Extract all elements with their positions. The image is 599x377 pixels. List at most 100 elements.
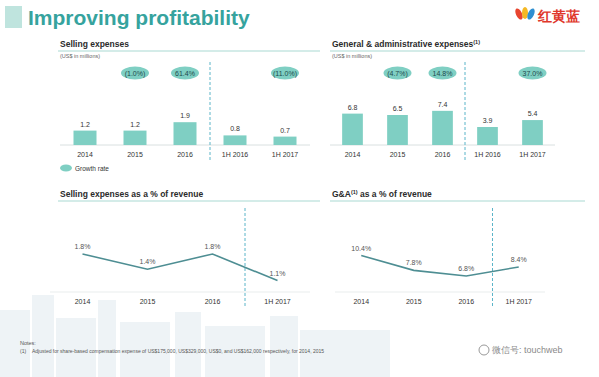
line [83,254,278,281]
bar [387,115,408,145]
header: Improving profitability 红黄蓝 [5,6,580,29]
plot-marks [83,254,278,281]
chart-title: General & administrative expenses(1) [332,39,480,49]
chart-title: G&A(1) as a % of revenue [332,189,432,199]
x-tick-label: 1H 2016 [222,151,249,158]
x-tick-label: 2014 [75,298,91,305]
x-axis-labels: 2014201520161H 2017 [75,298,291,305]
logo-text: 红黄蓝 [537,8,580,24]
x-axis-labels: 2014 2015 2016 1H 2017 [353,298,532,305]
chart: Selling expenses as a % of revenue1.8%1.… [50,189,320,306]
title-rule [330,201,585,202]
growth-label: (11.0%) [273,70,297,78]
slide: Improving profitability 红黄蓝 Selling expens… [0,0,599,377]
growth-label: 14.8% [433,70,453,77]
chart: G&A(1) as a % of revenue10.4%7.8%6.8%8.4… [330,189,585,306]
growth-bubble [171,67,199,80]
data-label: 10.4% [351,245,371,252]
growth-bubble [429,67,457,80]
legend: Growth rate [60,165,109,172]
x-tick-label: 2014 [77,151,93,158]
data-label: 7.8% [406,259,422,266]
legend-label: Growth rate [75,165,109,172]
growth-bubble [384,67,412,80]
data-labels: 1.21.21.90.80.7 [80,112,290,133]
logo-petal [526,7,537,20]
bar [124,131,147,145]
chart: General & administrative expenses(1) (US$… [330,39,585,162]
title-rule [58,201,320,202]
page-title: Improving profitability [28,6,250,29]
axis-line [335,292,545,293]
x-tick-label: 2016 [458,298,474,305]
growth-bubble [519,67,547,80]
skyline-block [32,295,54,377]
x-tick-label: 1H 2016 [474,151,501,158]
data-label: 0.7 [280,127,290,134]
data-label: 1.2 [130,121,140,128]
watermark-text: 微信号: touchweb [492,345,563,355]
period-separator [245,208,246,306]
title-rule [58,51,320,52]
skyline-block [175,312,201,377]
period-separator [465,62,466,162]
bar [174,122,197,145]
data-label: 3.9 [483,117,493,124]
data-label: 1.4% [140,258,156,265]
x-axis-labels: 2014 2015 2016 1H 2016 1H 2017 [345,151,546,158]
x-tick-label: 2016 [435,151,451,158]
title-rule [330,51,585,52]
growth-label: (1.0%) [125,70,146,78]
data-label: 0.8 [230,125,240,132]
chart-title: Selling expenses [60,39,129,49]
data-label: 5.4 [528,110,538,117]
x-tick-label: 2014 [353,298,369,305]
chart-subtitle: (US$ in millions) [332,53,372,59]
plot-marks [361,256,519,277]
x-tick-label: 1H 2017 [506,298,533,305]
bar [342,114,363,145]
data-label: 1.1% [270,270,286,277]
plot-marks [74,122,297,145]
x-tick-label: 2015 [406,298,422,305]
legend-swatch [60,165,72,172]
title-note: (1) [473,39,480,45]
notes-heading: Notes: [20,340,36,346]
data-label: 6.8% [458,265,474,272]
growth-rates: (4.7%)14.8%37.0% [384,67,547,80]
x-axis-labels: 2014201520161H 20161H 2017 [77,151,298,158]
title-part: Selling expenses as a % of revenue [60,189,203,199]
data-label: 1.2 [80,121,90,128]
chart-subtitle: (US$ in millions) [60,53,100,59]
skyline-block [270,316,298,377]
axis-line [50,292,310,293]
data-label: 6.8 [348,104,358,111]
line [361,256,519,277]
data-labels: 10.4%7.8%6.8%8.4% [351,245,526,273]
watermark: 微信号: touchweb [479,345,563,355]
data-label: 1.8% [205,243,221,250]
title-part: General & administrative expenses [332,39,474,49]
growth-bubble [121,67,149,80]
bar [432,111,453,145]
title-part: as a % of revenue [358,189,432,199]
chart-title: Selling expenses as a % of revenue [60,189,203,199]
x-tick-label: 2016 [205,298,221,305]
data-label: 1.8% [75,243,91,250]
bar [74,131,97,145]
x-tick-label: 2016 [177,151,193,158]
note-text: Adjusted for share-based compensation ex… [32,348,324,354]
background [0,295,390,377]
bar [224,135,247,145]
bar [522,120,543,145]
x-tick-label: 2015 [390,151,406,158]
x-tick-label: 1H 2017 [519,151,546,158]
data-label: 6.5 [393,105,403,112]
watermark-icon [479,345,489,355]
data-labels: 1.8% 1.4% 1.8% 1.1% [75,243,286,277]
logo: 红黄蓝 [514,7,580,24]
bar [477,127,498,145]
growth-bubble [271,67,299,80]
period-separator [492,208,493,306]
x-tick-label: 2014 [345,151,361,158]
